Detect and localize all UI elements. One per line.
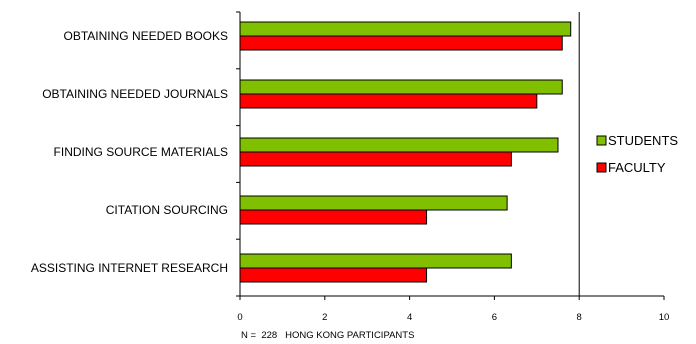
category-label-2: OBTAINING NEEDED JOURNALS bbox=[42, 87, 228, 101]
bar-faculty-1 bbox=[239, 35, 563, 51]
label-layer: OBTAINING NEEDED BOOKS OBTAINING NEEDED J… bbox=[31, 29, 669, 323]
legend: STUDENTS FACULTY bbox=[596, 133, 678, 175]
bar-faculty-5 bbox=[239, 267, 428, 283]
bar-faculty-3 bbox=[239, 151, 512, 167]
category-label-4: CITATION SOURCING bbox=[106, 203, 228, 217]
bar-faculty-4 bbox=[239, 209, 428, 225]
legend-swatch-students bbox=[596, 135, 607, 146]
x-tick-label-2: 2 bbox=[322, 312, 327, 323]
bars-layer bbox=[239, 21, 572, 283]
chart-footnote: N = 228 HONG KONG PARTICIPANTS bbox=[241, 330, 415, 341]
bar-faculty-2 bbox=[239, 93, 538, 109]
bar-students-5 bbox=[239, 253, 512, 269]
x-tick-label-8: 8 bbox=[577, 312, 582, 323]
bar-students-2 bbox=[239, 79, 563, 95]
bar-chart: OBTAINING NEEDED BOOKS OBTAINING NEEDED J… bbox=[31, 11, 678, 323]
x-tick-label-10: 10 bbox=[659, 312, 670, 323]
legend-swatch-faculty bbox=[596, 162, 607, 173]
x-tick-label-6: 6 bbox=[492, 312, 497, 323]
legend-label-faculty: FACULTY bbox=[608, 160, 666, 175]
bar-students-4 bbox=[239, 195, 508, 211]
category-label-1: OBTAINING NEEDED BOOKS bbox=[64, 29, 228, 43]
category-label-3: FINDING SOURCE MATERIALS bbox=[54, 145, 228, 159]
axis-layer bbox=[236, 11, 665, 300]
category-label-5: ASSISTING INTERNET RESEARCH bbox=[31, 261, 228, 275]
bar-students-3 bbox=[239, 137, 559, 153]
legend-label-students: STUDENTS bbox=[608, 133, 678, 148]
x-tick-label-4: 4 bbox=[407, 312, 412, 323]
x-tick-label-0: 0 bbox=[237, 312, 242, 323]
bar-students-1 bbox=[239, 21, 572, 37]
